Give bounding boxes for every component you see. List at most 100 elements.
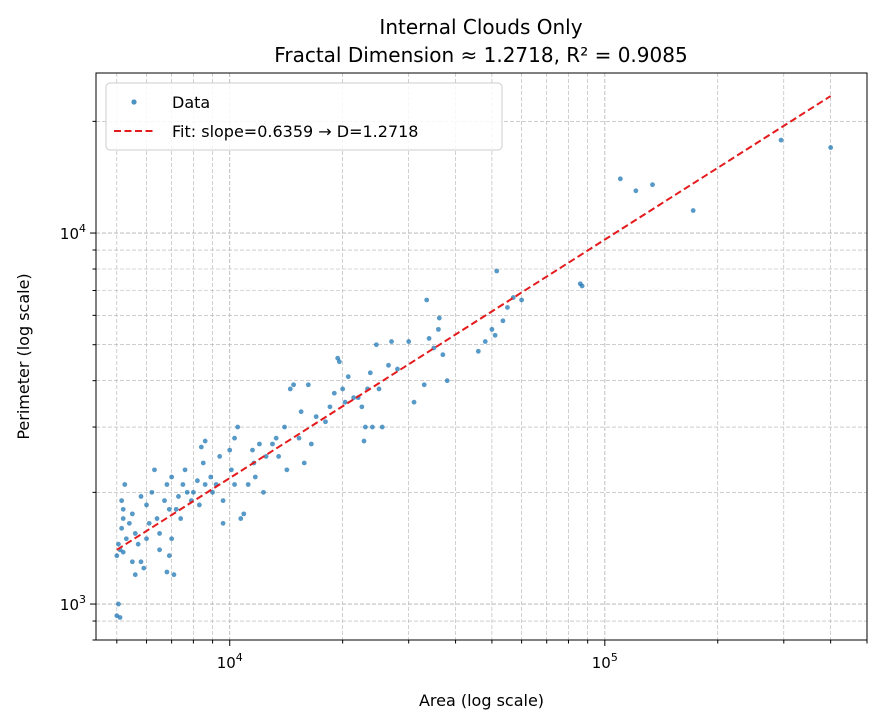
data-point [227, 447, 233, 453]
y-axis-label: Perimeter (log scale) [14, 273, 33, 439]
data-point [166, 506, 172, 512]
data-point [152, 467, 157, 473]
data-point [195, 478, 200, 484]
y-tick-label: 103 [60, 593, 86, 614]
data-point [252, 474, 258, 480]
data-point [482, 339, 488, 344]
data-point [180, 482, 186, 487]
data-point [361, 438, 367, 444]
data-point [220, 498, 226, 504]
data-point [129, 559, 135, 565]
data-point [424, 297, 430, 303]
data-point [138, 559, 144, 565]
data-point [444, 378, 450, 384]
data-point [421, 382, 427, 388]
data-point [144, 536, 149, 542]
data-point [245, 482, 251, 487]
data-point [340, 386, 346, 392]
legend: Data Fit: slope=0.6359 → D=1.2718 [105, 82, 503, 151]
data-point [122, 482, 128, 487]
data-point [119, 498, 125, 504]
data-point [690, 208, 696, 213]
grid [96, 73, 868, 641]
legend-label: Fit: slope=0.6359 → D=1.2718 [172, 122, 418, 141]
chart-title-line-1: Internal Clouds Only [379, 15, 582, 39]
data-point [232, 435, 237, 441]
data-point [359, 404, 365, 410]
data-point [146, 520, 152, 526]
data-point [395, 366, 400, 372]
data-point [276, 454, 282, 459]
data-point [141, 565, 147, 571]
data-point [298, 409, 304, 415]
data-point [144, 502, 149, 508]
data-point [336, 359, 342, 365]
data-point [373, 342, 379, 348]
data-point [617, 176, 623, 182]
data-point [120, 549, 126, 555]
x-tick-label: 104 [217, 651, 243, 672]
data-point [331, 390, 337, 396]
x-axis-label: Area (log scale) [419, 691, 544, 710]
data-point [440, 352, 446, 358]
data-point [169, 536, 175, 542]
data-point [579, 283, 585, 289]
data-point [129, 511, 135, 517]
data-point [650, 182, 655, 188]
data-point [291, 382, 296, 388]
data-point [232, 482, 237, 487]
data-point [217, 454, 223, 459]
data-point [296, 435, 302, 441]
data-point [132, 531, 138, 536]
data-point [389, 339, 394, 344]
data-point [116, 541, 121, 547]
data-point [282, 424, 287, 430]
data-point [500, 318, 506, 324]
data-point [119, 525, 125, 531]
data-point [305, 382, 311, 388]
data-point [116, 601, 121, 607]
data-point [411, 399, 417, 405]
data-point [241, 511, 247, 517]
data-point [367, 370, 373, 376]
data-point [200, 460, 206, 466]
data-point [369, 424, 375, 430]
chart-title: Internal Clouds Only Fractal Dimension ≈… [274, 15, 687, 67]
data-point [173, 506, 179, 512]
data-point [505, 305, 510, 310]
data-point [287, 386, 293, 392]
data-point [166, 553, 172, 559]
data-point [406, 339, 412, 344]
data-point [196, 502, 202, 508]
data-point [494, 268, 500, 274]
data-point [184, 489, 190, 495]
data-point [250, 447, 255, 453]
data-point [123, 536, 129, 542]
data-point [345, 374, 351, 380]
data-point [263, 454, 269, 459]
plot-frame [95, 72, 868, 641]
data-point [164, 482, 170, 487]
data-point [202, 482, 208, 487]
data-point [178, 516, 184, 521]
data-point [273, 435, 279, 441]
data-point [202, 438, 208, 444]
data-point [435, 326, 441, 332]
data-point [363, 424, 368, 430]
chart-title-line-2: Fractal Dimension ≈ 1.2718, R² = 0.9085 [274, 43, 687, 67]
data-point [633, 188, 639, 194]
data-point [164, 569, 170, 575]
data-point [210, 489, 215, 495]
data-point [114, 553, 120, 559]
data-point [327, 404, 333, 410]
data-point [182, 467, 188, 473]
data-point [828, 145, 834, 150]
data-point [270, 441, 275, 447]
data-point [154, 516, 160, 521]
data-point [342, 399, 348, 405]
data-point [257, 441, 262, 447]
data-point [379, 424, 385, 430]
axis-ticks: 104 105 103 104 [60, 120, 868, 672]
data-point [238, 516, 244, 521]
data-point [169, 474, 175, 480]
